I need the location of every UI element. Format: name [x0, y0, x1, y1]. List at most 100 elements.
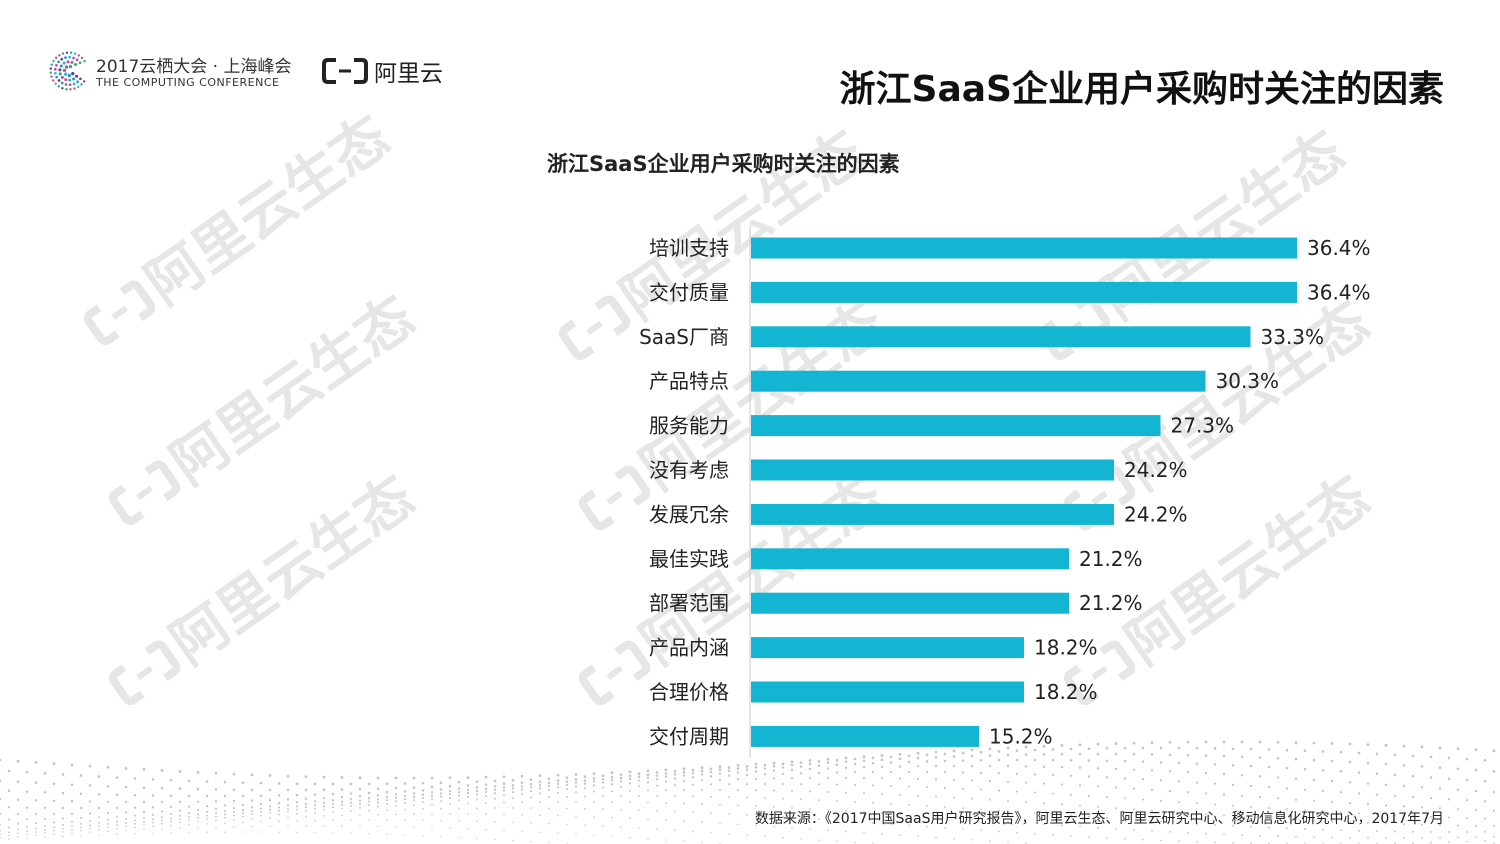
decor-dot	[745, 783, 749, 786]
decor-dot	[350, 810, 352, 813]
decor-dot	[1285, 748, 1289, 752]
decor-dot	[1186, 771, 1190, 774]
decor-dot	[233, 826, 235, 828]
decor-dot	[485, 829, 487, 831]
decor-dot	[493, 779, 497, 783]
decor-dot	[835, 763, 839, 766]
decor-dot	[169, 813, 173, 816]
decor-dot	[1097, 826, 1099, 829]
decor-dot	[412, 795, 416, 798]
decor-dot	[763, 773, 767, 776]
decor-dot	[44, 824, 46, 827]
decor-dot	[556, 773, 560, 777]
decor-dot	[142, 768, 146, 771]
decor-dot	[502, 786, 506, 789]
decor-dot	[1222, 754, 1226, 758]
decor-dot	[1420, 745, 1424, 749]
decor-dot	[1195, 746, 1199, 750]
decor-dot	[26, 825, 28, 828]
decor-dot	[1024, 753, 1028, 756]
logo-dot	[59, 64, 63, 68]
decor-dot	[304, 802, 308, 806]
decor-dot	[511, 791, 515, 794]
decor-dot	[1348, 742, 1352, 746]
decor-dot	[1448, 831, 1450, 833]
decor-dot	[422, 819, 424, 821]
bar	[751, 637, 1024, 659]
decor-dot	[692, 811, 694, 814]
decor-dot	[880, 758, 884, 762]
decor-dot	[1061, 803, 1063, 806]
decor-dot	[1376, 830, 1378, 833]
decor-dot	[449, 827, 451, 830]
decor-dot	[530, 796, 532, 799]
category-label: 交付周期	[649, 724, 729, 748]
data-label: 30.3%	[1216, 369, 1280, 393]
decor-dot	[647, 789, 649, 792]
decor-dot	[88, 812, 92, 815]
decor-dot	[260, 811, 262, 813]
decor-dot	[1123, 759, 1127, 763]
decor-dot	[1178, 821, 1180, 824]
logo-dot	[73, 62, 77, 66]
decor-dot	[601, 786, 605, 789]
decor-dot	[268, 774, 272, 777]
decor-dot	[871, 756, 875, 760]
decor-dot	[475, 789, 479, 793]
decor-dot	[565, 783, 569, 787]
decor-dot	[1367, 821, 1369, 824]
decor-dot	[1429, 797, 1433, 800]
decor-dot	[781, 782, 785, 786]
decor-dot	[323, 808, 325, 811]
decor-dot	[817, 771, 821, 775]
decor-dot	[979, 759, 983, 762]
decor-dot	[169, 794, 173, 798]
decor-dot	[187, 794, 191, 798]
decor-dot	[1087, 759, 1091, 762]
decor-dot	[1393, 753, 1397, 757]
decor-dot	[152, 832, 154, 834]
decor-dot	[845, 830, 847, 833]
decor-dot	[1483, 800, 1487, 803]
decor-dot	[178, 809, 182, 812]
decor-dot	[1213, 803, 1217, 806]
decor-dot	[1186, 791, 1190, 794]
decor-dot	[1015, 790, 1019, 793]
decor-dot	[161, 822, 163, 825]
decor-dot	[458, 836, 460, 839]
decor-dot	[1402, 763, 1406, 767]
decor-dot	[1232, 824, 1234, 827]
decor-dot	[1034, 832, 1036, 835]
decor-dot	[80, 822, 82, 825]
conference-title: 2017云栖大会 · 上海峰会	[96, 57, 292, 77]
decor-dot	[1411, 815, 1415, 818]
decor-dot	[1060, 783, 1064, 786]
decor-dot	[907, 760, 911, 764]
category-label: 合理价格	[649, 680, 729, 704]
decor-dot	[278, 813, 280, 816]
decor-dot	[484, 790, 488, 794]
decor-dot	[0, 836, 1, 839]
decor-dot	[1150, 753, 1154, 756]
decor-dot	[44, 829, 46, 831]
decor-dot	[772, 761, 776, 765]
decor-dot	[1429, 815, 1433, 818]
decor-dot	[538, 774, 542, 778]
decor-dot	[322, 788, 326, 792]
decor-dot	[70, 812, 74, 815]
decor-dot	[188, 819, 190, 821]
decor-dot	[646, 769, 650, 773]
watermark-logo-icon	[119, 280, 156, 322]
logo-dot	[50, 63, 53, 66]
decor-dot	[1250, 825, 1252, 828]
decor-dot	[79, 792, 83, 795]
decor-dot	[592, 780, 596, 783]
watermark-logo-icon	[83, 304, 120, 346]
decor-dot	[601, 774, 605, 778]
decor-dot	[718, 768, 722, 772]
decor-dot	[1268, 826, 1270, 829]
decor-dot	[593, 834, 595, 837]
decor-dot	[1321, 789, 1325, 793]
decor-dot	[584, 824, 586, 827]
decor-dot	[809, 828, 811, 830]
